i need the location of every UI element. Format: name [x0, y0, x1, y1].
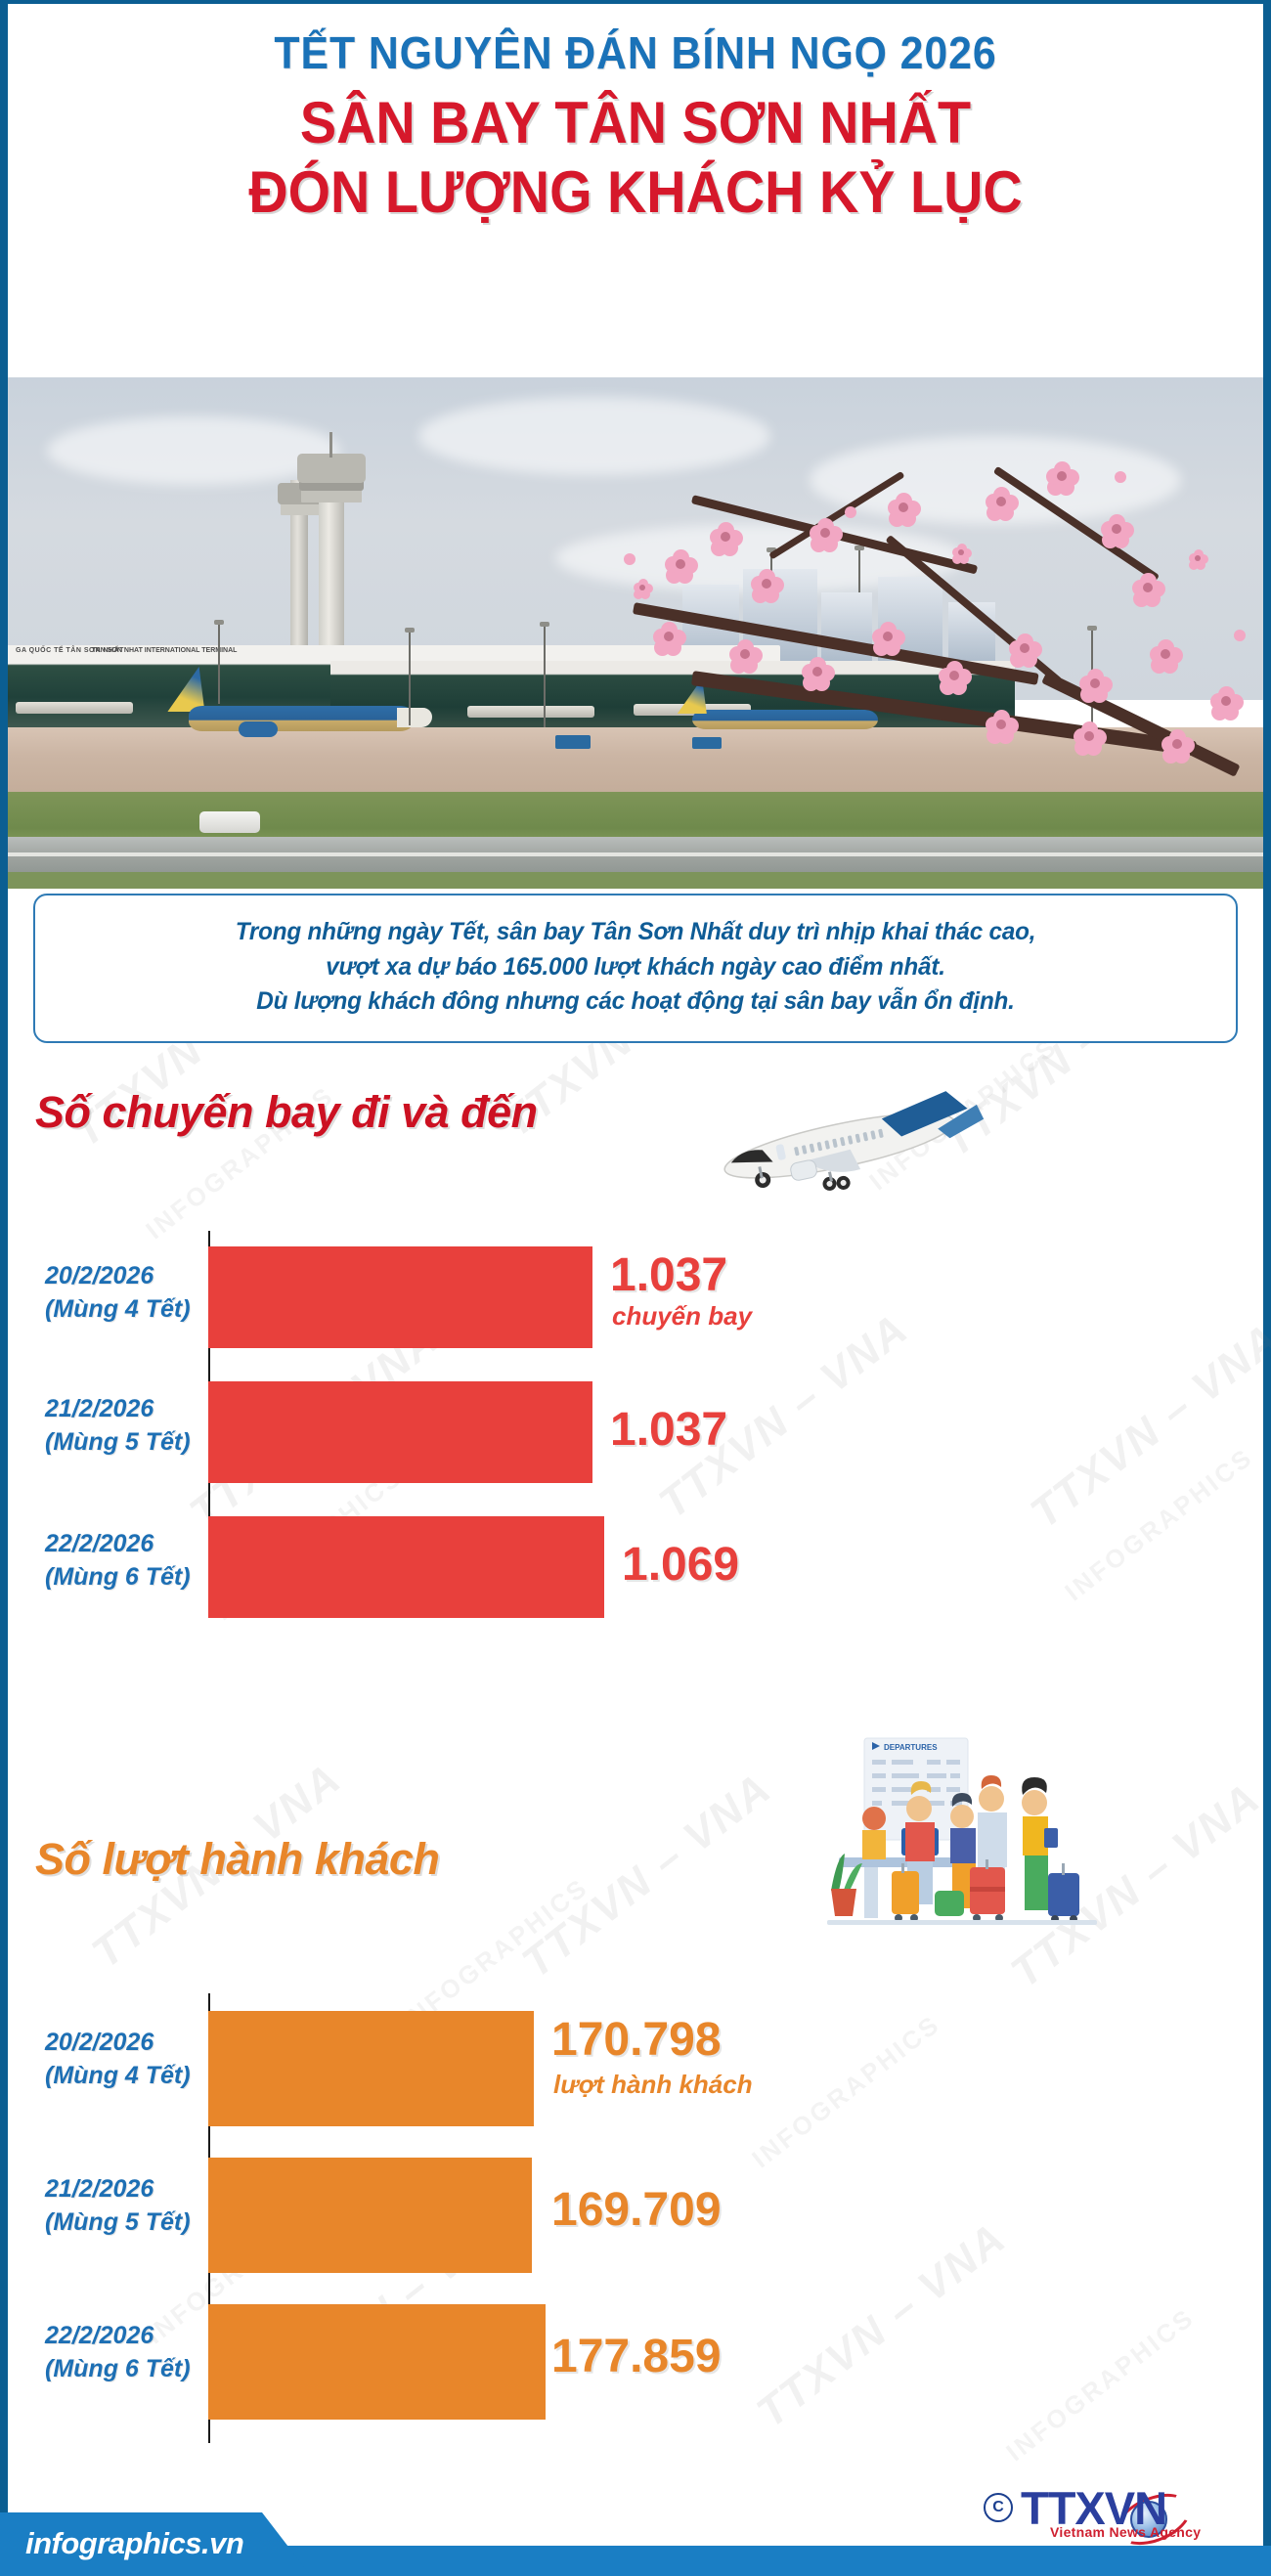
aircraft-nose — [397, 708, 432, 727]
page-title-line1: SÂN BAY TÂN SƠN NHẤT — [299, 90, 972, 156]
intro-line-2: vượt xa dự báo 165.000 lượt khách ngày c… — [326, 952, 945, 981]
bar-category-sub: (Mùng 6 Tết) — [45, 2354, 191, 2382]
terminal-sign-en: TAN SON NHAT INTERNATIONAL TERMINAL — [92, 647, 238, 654]
chart-passengers: 20/2/2026 (Mùng 4 Tết) 170.798 lượt hành… — [8, 1993, 1263, 2443]
bar-unit-label: chuyến bay — [612, 1301, 753, 1331]
bar-value-label: 1.037 — [610, 1249, 728, 1301]
aircraft-engine — [239, 721, 278, 737]
bar-category-sub: (Mùng 5 Tết) — [45, 2207, 191, 2236]
bar-category-date: 22/2/2026 — [45, 2322, 154, 2349]
runway — [8, 837, 1263, 878]
intro-line-1: Trong những ngày Tết, sân bay Tân Sơn Nh… — [235, 918, 1036, 945]
light-pole — [1087, 626, 1097, 727]
intro-callout: Trong những ngày Tết, sân bay Tân Sơn Nh… — [33, 894, 1238, 1043]
jetbridge — [467, 706, 594, 718]
bar-flights-3 — [208, 1516, 604, 1618]
aircraft-fuselage — [692, 710, 878, 729]
footer-source-label: infographics.vn — [25, 2526, 244, 2560]
cloud — [810, 436, 1181, 524]
bar-passengers-1 — [208, 2011, 534, 2126]
section-title-passengers: Số lượt hành khách — [35, 1834, 440, 1884]
bar-category-date: 22/2/2026 — [45, 1530, 154, 1557]
ground-vehicle — [555, 735, 591, 749]
bar-passengers-3 — [208, 2304, 546, 2420]
city-building — [821, 592, 872, 661]
bar-flights-1 — [208, 1246, 592, 1348]
control-tower-cab — [297, 454, 366, 483]
bar-category-label: 20/2/2026 (Mùng 4 Tết) — [45, 1260, 231, 1327]
bar-category-sub: (Mùng 4 Tết) — [45, 1294, 191, 1323]
terminal-building-right — [330, 661, 1015, 733]
bar-value-label: 1.069 — [622, 1539, 740, 1591]
bar-category-date: 21/2/2026 — [45, 2175, 154, 2203]
ttxvn-logo: C TTXVN Vietnam News Agency — [984, 2479, 1228, 2555]
bar-category-label: 20/2/2026 (Mùng 4 Tết) — [45, 2027, 231, 2093]
cloud — [47, 416, 340, 485]
footer-source-tab: infographics.vn — [0, 2512, 311, 2576]
terminal-sign-vi: GA QUỐC TẾ TÂN SƠN NHẤT — [16, 647, 124, 654]
light-pole — [214, 620, 224, 704]
bar-category-label: 21/2/2026 (Mùng 5 Tết) — [45, 1393, 231, 1460]
bar-category-label: 22/2/2026 (Mùng 6 Tết) — [45, 1528, 231, 1594]
header: TẾT NGUYÊN ĐÁN BÍNH NGỌ 2026 SÂN BAY TÂN… — [8, 4, 1263, 226]
control-tower — [319, 467, 344, 663]
aircraft-fuselage — [189, 706, 414, 731]
bar-value-label: 170.798 — [551, 2014, 722, 2066]
copyright-icon: C — [984, 2493, 1013, 2522]
airplane-icon — [692, 1089, 986, 1197]
page-title-line2: ĐÓN LƯỢNG KHÁCH KỶ LỤC — [248, 159, 1023, 226]
bar-category-label: 21/2/2026 (Mùng 5 Tết) — [45, 2173, 231, 2240]
bar-category-sub: (Mùng 5 Tết) — [45, 1427, 191, 1456]
globe-icon — [1130, 2501, 1167, 2538]
hero-photo: GA QUỐC TẾ TÂN SƠN NHẤT TAN SON NHAT INT… — [8, 377, 1263, 889]
ground-vehicle — [692, 737, 722, 749]
antenna — [767, 547, 776, 590]
chart-flights: 20/2/2026 (Mùng 4 Tết) 1.037 chuyến bay … — [8, 1231, 1263, 1622]
apron — [8, 727, 1263, 798]
cloud — [418, 397, 770, 475]
watermark: TTXVN – VNA — [513, 1764, 781, 1987]
bar-category-date: 20/2/2026 — [45, 2029, 154, 2056]
bar-category-sub: (Mùng 6 Tết) — [45, 1562, 191, 1591]
runway-centerline — [8, 852, 1263, 856]
light-pole — [405, 628, 415, 725]
city-building — [878, 577, 942, 663]
control-tower-mast — [329, 432, 332, 458]
bar-category-label: 22/2/2026 (Mùng 6 Tết) — [45, 2320, 231, 2386]
agency-abbr: TTXVN — [1021, 2482, 1167, 2534]
airport-van — [199, 811, 260, 833]
city-building — [948, 602, 995, 663]
bar-passengers-2 — [208, 2158, 532, 2273]
passengers-icon: DEPARTURES — [817, 1734, 1111, 1935]
section-title-flights: Số chuyến bay đi và đến — [35, 1087, 538, 1137]
bar-value-label: 169.709 — [551, 2184, 722, 2236]
light-pole — [540, 622, 549, 727]
bar-value-label: 177.859 — [551, 2331, 722, 2382]
antenna — [855, 546, 864, 592]
bar-category-date: 20/2/2026 — [45, 1262, 154, 1289]
intro-line-3: Dù lượng khách đông nhưng các hoạt động … — [256, 987, 1015, 1015]
bar-category-sub: (Mùng 4 Tết) — [45, 2061, 191, 2089]
svg-text:DEPARTURES: DEPARTURES — [884, 1743, 938, 1752]
bar-category-date: 21/2/2026 — [45, 1395, 154, 1422]
agency-name: Vietnam News Agency — [1050, 2524, 1202, 2540]
grass-strip-lower — [8, 872, 1263, 889]
control-tower-secondary — [290, 480, 308, 662]
page-kicker: TẾT NGUYÊN ĐÁN BÍNH NGỌ 2026 — [274, 27, 997, 78]
bar-unit-label: lượt hành khách — [553, 2070, 753, 2099]
bar-value-label: 1.037 — [610, 1404, 728, 1456]
bar-flights-2 — [208, 1381, 592, 1483]
jetbridge — [16, 702, 133, 714]
